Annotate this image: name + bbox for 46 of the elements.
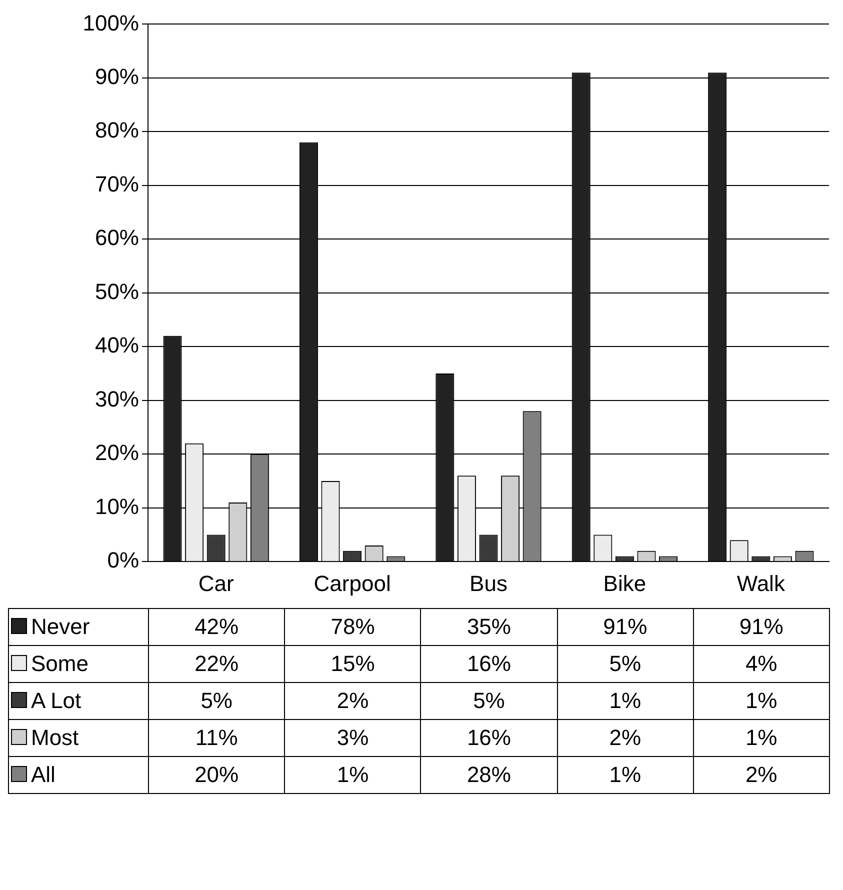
data-label: 16% (420, 646, 558, 682)
y-tick-label: 20% (94, 440, 139, 466)
x-tick-label: Car (198, 570, 234, 596)
data-label: 20% (148, 756, 285, 794)
x-tick-label: Bike (603, 570, 646, 596)
data-label: 5% (557, 646, 694, 682)
data-label: 2% (284, 682, 421, 720)
y-tick-label: 50% (94, 278, 139, 304)
data-label: 22% (148, 646, 285, 682)
data-label: 1% (557, 682, 694, 720)
data-label: 16% (420, 720, 558, 756)
data-label: 1% (693, 682, 830, 720)
legend-label: All (31, 762, 56, 787)
data-label: 15% (284, 646, 421, 682)
data-label: 2% (557, 720, 694, 756)
y-tick-label: 90% (94, 64, 139, 90)
legend-label: A Lot (31, 688, 82, 713)
x-tick-label: Carpool (314, 570, 391, 596)
data-label: 1% (284, 756, 421, 794)
x-tick-label: Bus (470, 570, 508, 596)
data-label: 35% (420, 608, 558, 646)
legend-label: Never (31, 614, 90, 639)
y-tick-label: 70% (94, 171, 139, 196)
y-tick-label: 10% (94, 494, 139, 519)
data-label: 2% (693, 756, 830, 794)
data-label: 28% (420, 756, 558, 794)
y-tick-label: 0% (107, 548, 139, 573)
data-label: 91% (693, 608, 830, 646)
y-tick-label: 30% (94, 386, 139, 412)
data-label: 42% (148, 608, 285, 646)
y-tick-label: 40% (94, 332, 139, 358)
data-label: 5% (420, 682, 558, 720)
data-label: 11% (148, 720, 285, 756)
data-label: 1% (693, 720, 830, 756)
legend-label: Most (31, 725, 79, 750)
y-tick-label: 60% (94, 225, 139, 250)
x-tick-label: Walk (736, 570, 786, 596)
legend-label: Some (31, 651, 88, 676)
data-label: 78% (284, 608, 421, 646)
data-label: 5% (148, 682, 285, 720)
data-label: 3% (284, 720, 421, 756)
data-label: 91% (557, 608, 694, 646)
data-label: 1% (557, 756, 694, 794)
y-tick-label: 80% (94, 118, 139, 143)
data-label: 4% (693, 646, 830, 682)
y-tick-label: 100% (82, 10, 139, 36)
